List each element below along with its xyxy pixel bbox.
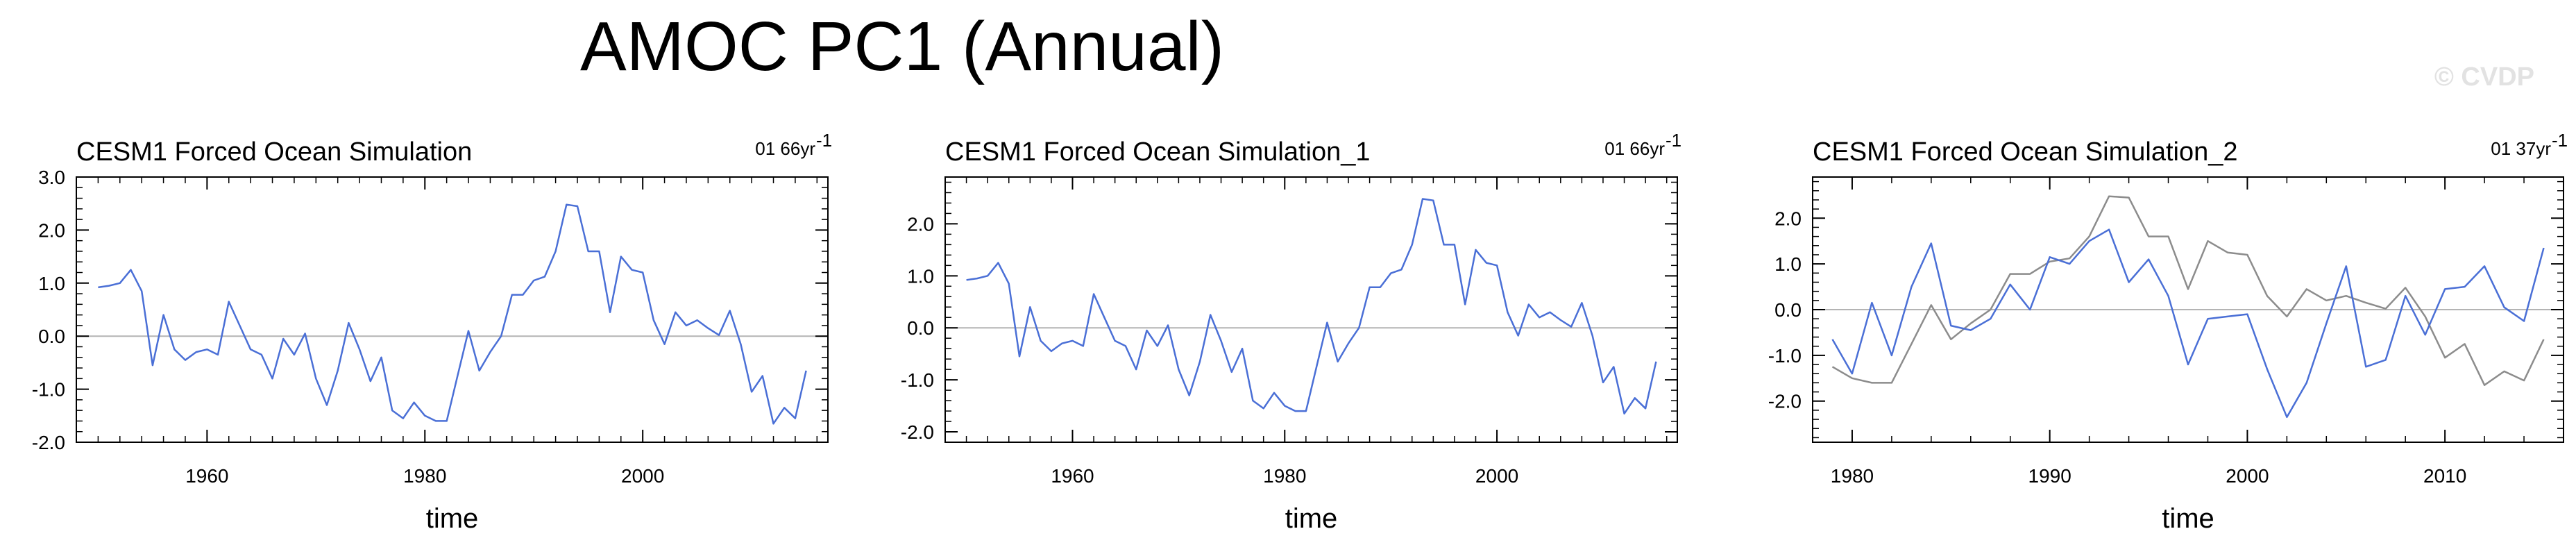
panel-title: CESM1 Forced Ocean Simulation_2 <box>1813 137 2238 167</box>
x-tick-label: 1980 <box>1831 465 1874 487</box>
x-tick-label: 2000 <box>1475 465 1518 487</box>
y-tick-label: -1.0 <box>901 369 934 391</box>
figure-title: AMOC PC1 (Annual) <box>579 8 1225 85</box>
x-tick-label: 1980 <box>403 465 446 487</box>
plot-frame <box>76 176 829 443</box>
y-tick-label: 1.0 <box>907 265 934 287</box>
panel-title: CESM1 Forced Ocean Simulation_1 <box>945 137 1371 167</box>
y-tick-label: 2.0 <box>1774 208 1802 229</box>
y-tick-label: 2.0 <box>38 219 65 241</box>
pc1-series-line <box>1831 228 2545 419</box>
pct-variance-label: 01 37yr <box>2491 138 2551 159</box>
x-tick-label: 1960 <box>185 465 228 487</box>
pct-variance-superscript: -1 <box>816 130 832 151</box>
x-tick-label: 1960 <box>1051 465 1094 487</box>
pct-variance-superscript: -1 <box>1666 130 1681 151</box>
watermark: © CVDP <box>2434 62 2534 92</box>
panel-forced-ocean-2: 1980 1990 2000 2010 -2.0 -1.0 0.0 1.0 2.0 CESM1 F… <box>1768 130 2568 534</box>
panel-forced-ocean-1: 1960 1980 2000 -2.0 -1.0 0.0 1.0 2.0 CESM1 Force… <box>901 130 1681 534</box>
panel-forced-ocean: 1960 1980 2000 -2.0 -1.0 0.0 1.0 2.0 3.0 CESM1 Fo… <box>32 130 832 534</box>
y-tick-label: 3.0 <box>38 167 65 188</box>
y-tick-label: 1.0 <box>38 273 65 294</box>
panel-title: CESM1 Forced Ocean Simulation <box>76 137 472 167</box>
x-axis-label: time <box>2162 503 2214 534</box>
reference-series-line <box>1831 195 2545 386</box>
y-tick-label: -1.0 <box>1768 345 1802 367</box>
y-tick-label: 0.0 <box>1774 299 1802 321</box>
y-tick-label: 1.0 <box>1774 253 1802 275</box>
y-tick-label: 2.0 <box>907 213 934 235</box>
y-tick-label: -2.0 <box>901 421 934 443</box>
x-tick-label: 2010 <box>2423 465 2466 487</box>
plot-frame <box>1812 176 2564 443</box>
pc1-series-line <box>966 198 1657 415</box>
pct-variance-label: 01 66yr <box>1604 138 1665 159</box>
x-tick-label: 2000 <box>2226 465 2269 487</box>
y-tick-label: 0.0 <box>38 326 65 347</box>
y-tick-label: -2.0 <box>1768 391 1802 412</box>
y-tick-label: -2.0 <box>32 432 65 453</box>
x-tick-label: 1990 <box>2028 465 2071 487</box>
plot-frame <box>944 176 1678 443</box>
x-axis-label: time <box>426 503 479 534</box>
pc1-series-line <box>98 203 807 425</box>
y-tick-label: 0.0 <box>907 317 934 339</box>
x-tick-label: 2000 <box>621 465 664 487</box>
x-tick-label: 1980 <box>1263 465 1306 487</box>
y-tick-label: -1.0 <box>32 379 65 401</box>
x-axis-label: time <box>1285 503 1338 534</box>
pct-variance-label: 01 66yr <box>755 138 815 159</box>
pct-variance-superscript: -1 <box>2552 130 2568 151</box>
